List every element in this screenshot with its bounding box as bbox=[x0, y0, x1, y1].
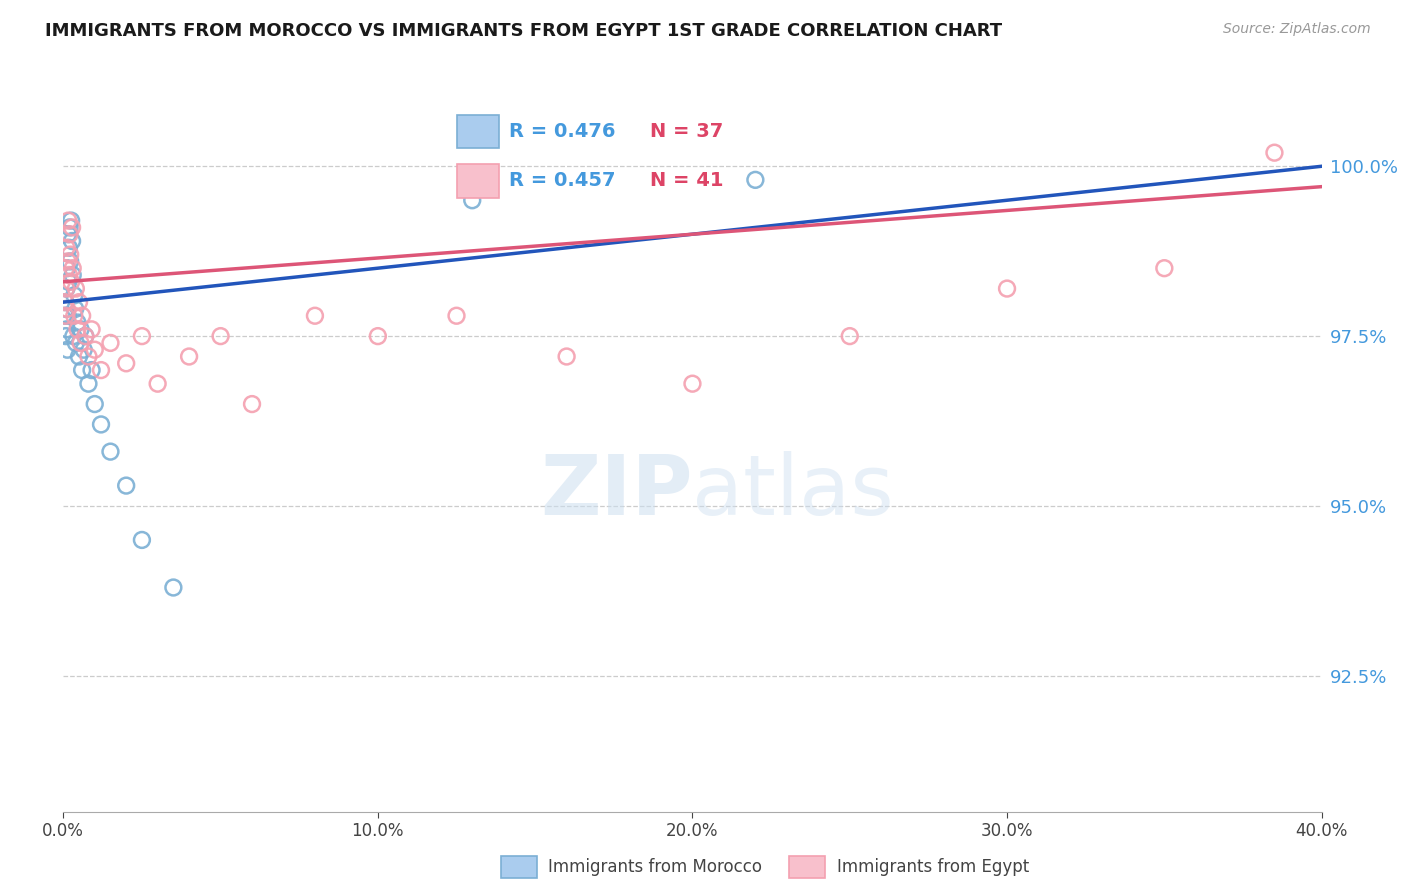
Text: Immigrants from Egypt: Immigrants from Egypt bbox=[837, 858, 1029, 876]
Point bbox=[73, 343, 96, 357]
Point bbox=[115, 478, 138, 492]
Point bbox=[838, 329, 860, 343]
FancyBboxPatch shape bbox=[501, 855, 537, 879]
Point bbox=[55, 241, 77, 255]
Point bbox=[131, 329, 153, 343]
Point bbox=[56, 309, 79, 323]
Point bbox=[146, 376, 169, 391]
Point bbox=[58, 227, 80, 242]
Point bbox=[66, 322, 89, 336]
Point bbox=[1263, 145, 1285, 160]
Point bbox=[67, 350, 90, 364]
Point bbox=[179, 350, 201, 364]
Point bbox=[65, 282, 87, 296]
Point bbox=[555, 350, 578, 364]
Point bbox=[744, 173, 766, 187]
Text: ZIP: ZIP bbox=[540, 451, 693, 533]
Point bbox=[83, 397, 105, 411]
Point bbox=[56, 261, 79, 276]
Point bbox=[58, 241, 80, 255]
Point bbox=[240, 397, 263, 411]
Point bbox=[60, 234, 83, 248]
Point bbox=[77, 376, 100, 391]
Point bbox=[55, 282, 77, 296]
Point bbox=[67, 295, 90, 310]
Point bbox=[59, 247, 82, 261]
Point bbox=[62, 261, 84, 276]
Point bbox=[69, 322, 91, 336]
Point bbox=[56, 254, 79, 268]
Point bbox=[65, 301, 87, 316]
Point bbox=[995, 282, 1018, 296]
Point bbox=[75, 329, 97, 343]
Point bbox=[55, 301, 77, 316]
Point bbox=[1153, 261, 1175, 276]
Point bbox=[56, 227, 79, 242]
Point bbox=[75, 329, 97, 343]
Point bbox=[209, 329, 232, 343]
Point bbox=[115, 356, 138, 370]
Text: Source: ZipAtlas.com: Source: ZipAtlas.com bbox=[1223, 22, 1371, 37]
Point bbox=[62, 329, 84, 343]
Point bbox=[53, 309, 76, 323]
Text: Immigrants from Morocco: Immigrants from Morocco bbox=[548, 858, 762, 876]
Point bbox=[100, 444, 122, 458]
Point bbox=[66, 316, 89, 330]
Point bbox=[56, 301, 79, 316]
Point bbox=[62, 268, 84, 282]
Point bbox=[69, 335, 91, 350]
Point bbox=[70, 309, 93, 323]
Point bbox=[446, 309, 468, 323]
Point bbox=[53, 295, 76, 310]
Point bbox=[100, 335, 122, 350]
Point bbox=[80, 363, 103, 377]
Point bbox=[304, 309, 326, 323]
Point bbox=[131, 533, 153, 547]
Point bbox=[58, 268, 80, 282]
Point bbox=[55, 322, 77, 336]
Point bbox=[55, 309, 77, 323]
Point bbox=[65, 335, 87, 350]
Point bbox=[70, 363, 93, 377]
Point bbox=[58, 220, 80, 235]
Point bbox=[367, 329, 389, 343]
Point bbox=[55, 261, 77, 276]
Point bbox=[63, 288, 86, 302]
Point bbox=[90, 417, 112, 432]
Point bbox=[58, 213, 80, 227]
FancyBboxPatch shape bbox=[789, 855, 825, 879]
Point bbox=[80, 322, 103, 336]
Point bbox=[55, 295, 77, 310]
Point bbox=[83, 343, 105, 357]
Point bbox=[162, 581, 184, 595]
Point bbox=[90, 363, 112, 377]
Text: IMMIGRANTS FROM MOROCCO VS IMMIGRANTS FROM EGYPT 1ST GRADE CORRELATION CHART: IMMIGRANTS FROM MOROCCO VS IMMIGRANTS FR… bbox=[45, 22, 1002, 40]
Point bbox=[60, 220, 83, 235]
Point bbox=[60, 213, 83, 227]
Point bbox=[60, 275, 83, 289]
Text: atlas: atlas bbox=[693, 451, 894, 533]
Point bbox=[461, 193, 484, 207]
Point bbox=[55, 329, 77, 343]
Point bbox=[63, 309, 86, 323]
Point bbox=[59, 254, 82, 268]
Point bbox=[56, 343, 79, 357]
Point bbox=[77, 350, 100, 364]
Point bbox=[682, 376, 704, 391]
Point bbox=[58, 275, 80, 289]
Point bbox=[55, 282, 77, 296]
